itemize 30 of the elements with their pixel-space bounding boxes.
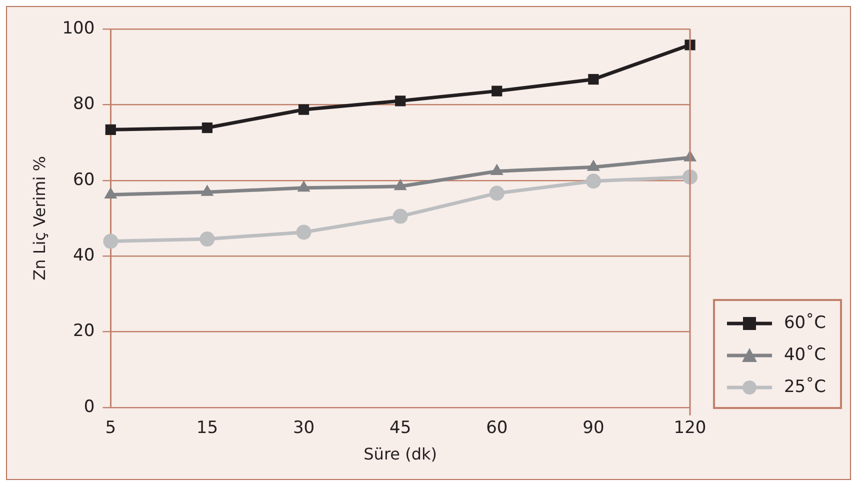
point: [392, 208, 408, 224]
point: [296, 224, 312, 240]
point: [395, 96, 406, 106]
x-tick-label: 120: [674, 418, 706, 438]
point: [202, 122, 213, 134]
y-tick-label: 60: [73, 170, 95, 190]
legend-label: 40˚C: [784, 345, 826, 365]
x-tick-label: 15: [196, 418, 218, 438]
point: [586, 174, 601, 189]
y-tick-label: 40: [73, 245, 95, 266]
x-tick-label: 30: [292, 418, 315, 438]
point: [492, 86, 502, 96]
y-tick-label: 0: [84, 396, 95, 417]
x-tick-label: 5: [105, 418, 116, 438]
x-axis-title: Süre (dk): [364, 444, 438, 464]
legend-label: 60˚C: [784, 313, 826, 333]
y-tick-label: 100: [62, 18, 95, 38]
x-tick-label: 45: [390, 418, 412, 438]
point: [489, 186, 504, 201]
point: [105, 124, 116, 135]
point: [588, 74, 599, 85]
y-tick-label: 20: [73, 321, 95, 342]
point: [103, 234, 118, 249]
y-tick-label: 80: [73, 94, 95, 114]
legend-label: 25˚C: [784, 377, 826, 397]
point: [200, 232, 215, 247]
point: [298, 104, 310, 115]
x-tick-label: 60: [486, 418, 508, 438]
y-axis-title: Zn Liç Verimi %: [30, 156, 49, 280]
x-tick-label: 90: [582, 418, 604, 438]
